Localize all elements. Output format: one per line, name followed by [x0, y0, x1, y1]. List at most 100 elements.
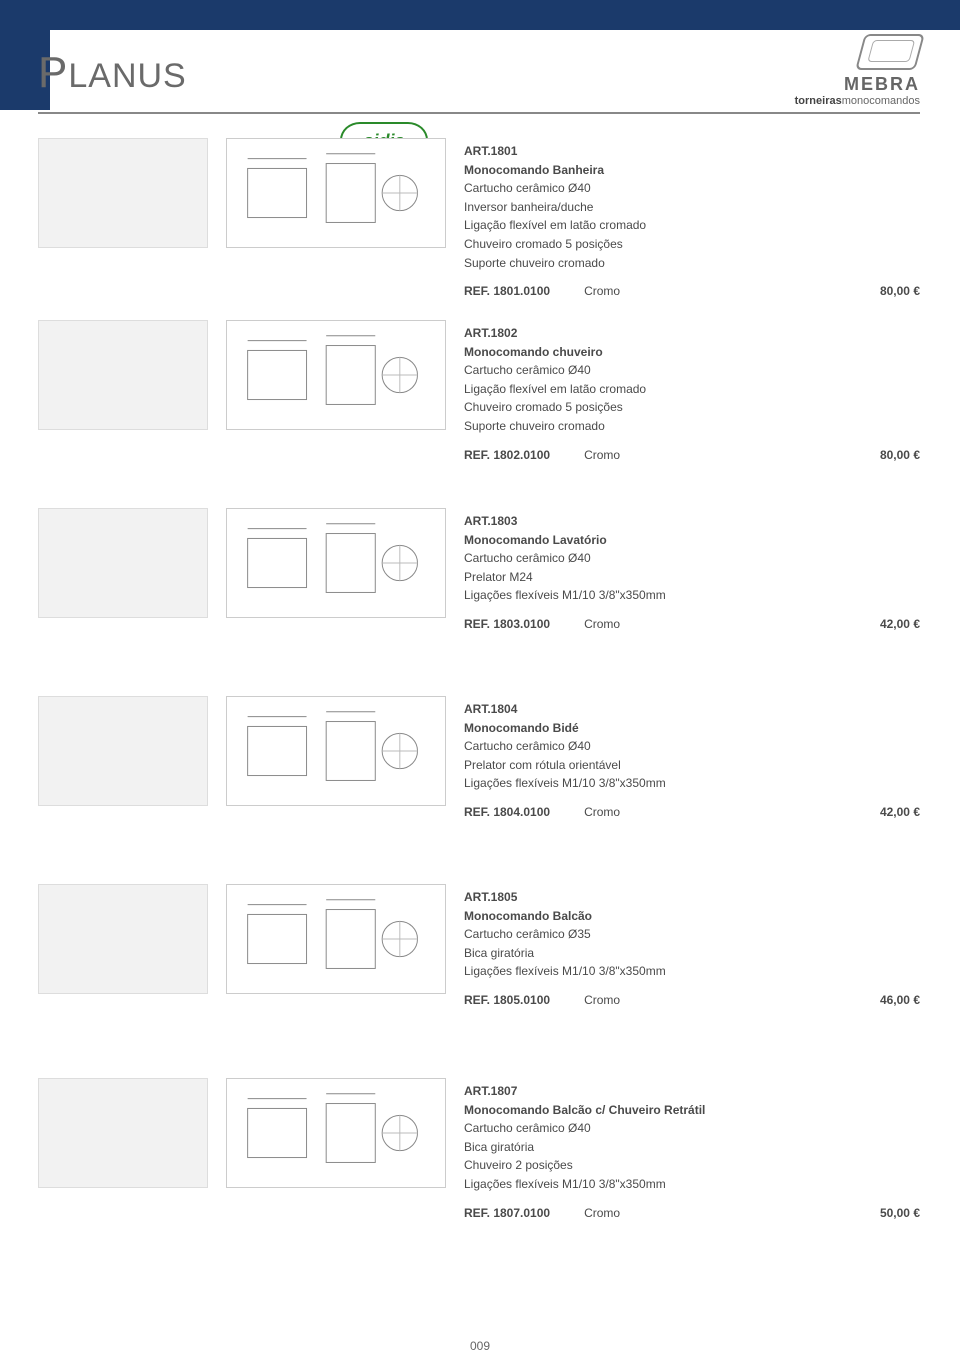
product-ref: REF. 1803.0100: [464, 615, 550, 634]
product-row: ART.1802Monocomando chuveiroCartucho cer…: [38, 320, 920, 464]
product-spec-line: Ligações flexíveis M1/10 3/8"x350mm: [464, 962, 920, 981]
product-ref: REF. 1807.0100: [464, 1204, 550, 1223]
product-price: 42,00 €: [880, 803, 920, 822]
product-pricing: REF. 1802.0100 Cromo 80,00 €: [464, 446, 920, 465]
product-spec-line: Ligações flexíveis M1/10 3/8"x350mm: [464, 586, 920, 605]
page-number: 009: [470, 1339, 490, 1353]
product-title: Monocomando Banheira: [464, 161, 920, 180]
product-photo: [38, 1078, 208, 1188]
product-title: Monocomando Balcão: [464, 907, 920, 926]
product-spec-line: Bica giratória: [464, 1138, 920, 1157]
product-row: ART.1807Monocomando Balcão c/ Chuveiro R…: [38, 1078, 920, 1222]
series-title: PLANUS: [38, 48, 187, 98]
product-spec-line: Cartucho cerâmico Ø40: [464, 1119, 920, 1138]
brand-logo: MEBRA torneirasmonocomandos: [795, 34, 920, 107]
product-row: ART.1804Monocomando BidéCartucho cerâmic…: [38, 696, 920, 822]
product-details: ART.1805Monocomando BalcãoCartucho cerâm…: [464, 884, 920, 1010]
product-finish: Cromo: [584, 991, 638, 1010]
product-row: ART.1801Monocomando BanheiraCartucho cer…: [38, 138, 920, 301]
product-title: Monocomando Bidé: [464, 719, 920, 738]
product-spec-line: Cartucho cerâmico Ø40: [464, 179, 920, 198]
product-row: ART.1803Monocomando LavatórioCartucho ce…: [38, 508, 920, 634]
product-pricing: REF. 1807.0100 Cromo 50,00 €: [464, 1204, 920, 1223]
brand-tagline: torneirasmonocomandos: [795, 95, 920, 107]
product-photo: [38, 696, 208, 806]
brand-tag-bold: torneiras: [795, 95, 842, 107]
product-spec-line: Inversor banheira/duche: [464, 198, 920, 217]
product-price: 80,00 €: [880, 446, 920, 465]
product-diagram: [226, 884, 446, 994]
product-diagram: [226, 696, 446, 806]
product-art: ART.1803: [464, 512, 920, 531]
product-pricing: REF. 1804.0100 Cromo 42,00 €: [464, 803, 920, 822]
product-spec-line: Chuveiro cromado 5 posições: [464, 398, 920, 417]
product-title: Monocomando chuveiro: [464, 343, 920, 362]
series-cap: P: [38, 48, 68, 97]
product-spec-line: Ligações flexíveis M1/10 3/8"x350mm: [464, 1175, 920, 1194]
product-pricing: REF. 1805.0100 Cromo 46,00 €: [464, 991, 920, 1010]
tech-drawing-icon: [227, 321, 445, 429]
product-ref: REF. 1805.0100: [464, 991, 550, 1010]
product-price: 46,00 €: [880, 991, 920, 1010]
product-art: ART.1804: [464, 700, 920, 719]
brand-logo-icon: [855, 34, 925, 70]
product-photo: [38, 320, 208, 430]
header-top-bar: [50, 0, 960, 30]
product-ref: REF. 1801.0100: [464, 282, 550, 301]
brand-tag-light: monocomandos: [842, 95, 920, 107]
product-price: 50,00 €: [880, 1204, 920, 1223]
product-spec-line: Ligação flexível em latão cromado: [464, 380, 920, 399]
tech-drawing-icon: [227, 697, 445, 805]
header-underline: [38, 112, 920, 114]
product-ref: REF. 1804.0100: [464, 803, 550, 822]
product-spec-line: Chuveiro 2 posições: [464, 1156, 920, 1175]
product-diagram: [226, 320, 446, 430]
product-spec-line: Cartucho cerâmico Ø40: [464, 361, 920, 380]
product-details: ART.1807Monocomando Balcão c/ Chuveiro R…: [464, 1078, 920, 1222]
product-photo: [38, 138, 208, 248]
series-rest: LANUS: [68, 57, 186, 95]
tech-drawing-icon: [227, 139, 445, 247]
product-spec-line: Cartucho cerâmico Ø35: [464, 925, 920, 944]
product-pricing: REF. 1803.0100 Cromo 42,00 €: [464, 615, 920, 634]
product-ref: REF. 1802.0100: [464, 446, 550, 465]
product-finish: Cromo: [584, 446, 638, 465]
brand-name: MEBRA: [795, 74, 920, 95]
product-spec-line: Bica giratória: [464, 944, 920, 963]
product-art: ART.1801: [464, 142, 920, 161]
product-spec-line: Suporte chuveiro cromado: [464, 417, 920, 436]
product-finish: Cromo: [584, 1204, 638, 1223]
product-diagram: [226, 1078, 446, 1188]
product-spec-line: Cartucho cerâmico Ø40: [464, 549, 920, 568]
product-spec-line: Cartucho cerâmico Ø40: [464, 737, 920, 756]
tech-drawing-icon: [227, 509, 445, 617]
product-diagram: [226, 138, 446, 248]
product-finish: Cromo: [584, 615, 638, 634]
product-art: ART.1802: [464, 324, 920, 343]
product-photo: [38, 508, 208, 618]
product-finish: Cromo: [584, 282, 638, 301]
tech-drawing-icon: [227, 1079, 445, 1187]
product-price: 80,00 €: [880, 282, 920, 301]
product-pricing: REF. 1801.0100 Cromo 80,00 €: [464, 282, 920, 301]
product-spec-line: Ligações flexíveis M1/10 3/8"x350mm: [464, 774, 920, 793]
product-details: ART.1804Monocomando BidéCartucho cerâmic…: [464, 696, 920, 822]
product-details: ART.1801Monocomando BanheiraCartucho cer…: [464, 138, 920, 301]
product-details: ART.1803Monocomando LavatórioCartucho ce…: [464, 508, 920, 634]
product-title: Monocomando Balcão c/ Chuveiro Retrátil: [464, 1101, 920, 1120]
product-spec-line: Prelator M24: [464, 568, 920, 587]
product-details: ART.1802Monocomando chuveiroCartucho cer…: [464, 320, 920, 464]
product-art: ART.1807: [464, 1082, 920, 1101]
product-spec-line: Prelator com rótula orientável: [464, 756, 920, 775]
product-title: Monocomando Lavatório: [464, 531, 920, 550]
product-finish: Cromo: [584, 803, 638, 822]
product-diagram: [226, 508, 446, 618]
product-spec-line: Chuveiro cromado 5 posições: [464, 235, 920, 254]
tech-drawing-icon: [227, 885, 445, 993]
product-spec-line: Suporte chuveiro cromado: [464, 254, 920, 273]
product-price: 42,00 €: [880, 615, 920, 634]
product-spec-line: Ligação flexível em latão cromado: [464, 216, 920, 235]
product-photo: [38, 884, 208, 994]
product-row: ART.1805Monocomando BalcãoCartucho cerâm…: [38, 884, 920, 1010]
product-art: ART.1805: [464, 888, 920, 907]
